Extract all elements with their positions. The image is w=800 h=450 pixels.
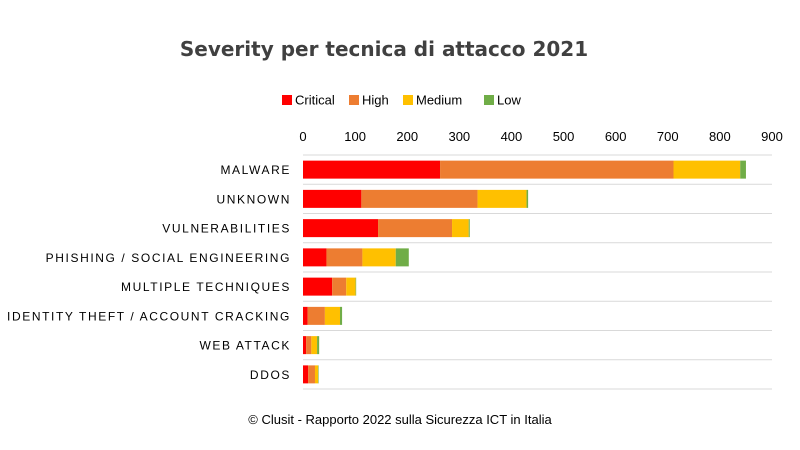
bar-high: [440, 160, 674, 179]
x-tick-label: 600: [605, 129, 627, 144]
x-tick-label: 300: [448, 129, 470, 144]
x-tick-label: 0: [299, 129, 306, 144]
category-labels: MALWARE UNKNOWN VULNERABILITIES PHISHING / …: [7, 163, 291, 382]
footer-credit: © Clusit - Rapporto 2022 sulla Sicurezza…: [248, 412, 552, 427]
x-tick-label: 800: [709, 129, 731, 144]
x-axis: 0 100 200 300 400 500 600 700 800 900: [299, 129, 782, 144]
bar-critical: [303, 248, 327, 267]
bar-high: [306, 336, 312, 355]
x-tick-label: 700: [657, 129, 679, 144]
bar-low: [395, 248, 409, 267]
bar-critical: [303, 189, 362, 208]
x-tick-label: 500: [553, 129, 575, 144]
legend: Critical High Medium Low: [282, 93, 521, 108]
bar-medium: [477, 189, 527, 208]
bar-critical: [303, 160, 441, 179]
bar-high: [361, 189, 478, 208]
category-label: MULTIPLE TECHNIQUES: [121, 280, 291, 294]
category-label: WEB ATTACK: [199, 339, 291, 353]
category-label: VULNERABILITIES: [162, 222, 291, 236]
bar-medium: [311, 336, 318, 355]
legend-swatch-high: [349, 95, 359, 105]
bar-medium: [362, 248, 396, 267]
bar-medium: [324, 306, 340, 325]
bar-low: [339, 306, 343, 325]
legend-swatch-low: [484, 95, 494, 105]
bar-high: [378, 219, 453, 238]
bar-low: [318, 365, 319, 384]
bar-low: [468, 219, 470, 238]
legend-swatch-critical: [282, 95, 292, 105]
gridlines: [303, 154, 772, 390]
bar-medium: [452, 219, 469, 238]
bar-critical: [303, 336, 307, 355]
bar-low: [355, 277, 357, 296]
bar-critical: [303, 277, 333, 296]
category-label: MALWARE: [220, 163, 291, 177]
category-label: DDOS: [250, 368, 291, 382]
legend-label-critical: Critical: [295, 93, 335, 108]
bar-medium: [346, 277, 356, 296]
bar-medium: [673, 160, 741, 179]
chart-title: Severity per tecnica di attacco 2021: [180, 37, 588, 61]
x-tick-label: 900: [761, 129, 783, 144]
x-tick-label: 400: [501, 129, 523, 144]
legend-label-low: Low: [497, 93, 521, 108]
x-tick-label: 100: [344, 129, 366, 144]
bar-low: [317, 336, 320, 355]
bar-high: [308, 365, 315, 384]
x-tick-label: 200: [396, 129, 418, 144]
bar-high: [326, 248, 363, 267]
legend-swatch-medium: [403, 95, 413, 105]
category-label: IDENTITY THEFT / ACCOUNT CRACKING: [7, 309, 291, 323]
category-label: UNKNOWN: [216, 192, 291, 206]
bars: [303, 160, 746, 384]
bar-low: [740, 160, 746, 179]
bar-critical: [303, 306, 308, 325]
legend-label-medium: Medium: [416, 93, 462, 108]
bar-medium: [314, 365, 319, 384]
bar-low: [526, 189, 529, 208]
category-label: PHISHING / SOCIAL ENGINEERING: [46, 251, 291, 265]
legend-label-high: High: [362, 93, 389, 108]
bar-high: [307, 306, 325, 325]
bar-high: [332, 277, 347, 296]
bar-critical: [303, 219, 379, 238]
bar-critical: [303, 365, 309, 384]
